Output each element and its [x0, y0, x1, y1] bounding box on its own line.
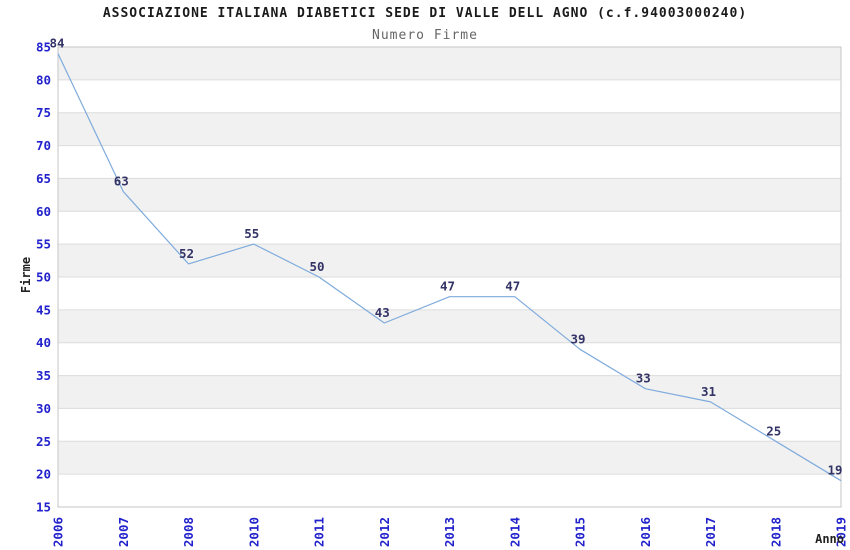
plot-band: [58, 112, 841, 146]
y-tick-label: 75: [36, 105, 51, 120]
y-tick-label: 60: [36, 204, 51, 219]
x-tick-label: 2011: [312, 517, 327, 547]
x-tick-label: 2017: [703, 517, 718, 547]
x-tick-label: 2010: [246, 517, 261, 547]
y-tick-label: 40: [36, 335, 51, 350]
data-point-label: 55: [244, 226, 259, 241]
y-tick-label: 20: [36, 467, 51, 482]
plot-band: [58, 211, 841, 245]
x-tick-label: 2014: [507, 517, 522, 547]
y-tick-label: 70: [36, 138, 51, 153]
x-tick-label: 2018: [768, 517, 783, 547]
y-tick-label: 65: [36, 171, 51, 186]
x-tick-label: 2013: [442, 517, 457, 547]
x-tick-label: 2016: [638, 517, 653, 547]
data-point-label: 47: [505, 279, 520, 294]
y-tick-label: 85: [36, 40, 51, 55]
data-point-label: 31: [701, 384, 716, 399]
x-tick-label: 2007: [116, 517, 131, 547]
x-tick-label: 2008: [181, 517, 196, 547]
data-point-label: 50: [309, 259, 324, 274]
data-point-label: 63: [114, 174, 129, 189]
data-point-label: 43: [375, 305, 390, 320]
x-tick-label: 2015: [573, 517, 588, 547]
plot-band: [58, 79, 841, 113]
y-tick-label: 30: [36, 401, 51, 416]
y-tick-label: 80: [36, 72, 51, 87]
chart-subtitle: Numero Firme: [372, 28, 478, 43]
data-point-label: 33: [636, 371, 651, 386]
plot-band: [58, 342, 841, 376]
plot-band: [58, 474, 841, 507]
y-tick-label: 55: [36, 237, 51, 252]
plot-band: [58, 277, 841, 310]
plot-band: [58, 441, 841, 475]
plot-band: [58, 309, 841, 343]
x-axis-title: Anno: [815, 532, 844, 546]
x-tick-label: 2019: [834, 517, 849, 547]
plot-band: [58, 375, 841, 409]
plot-band: [58, 244, 841, 277]
data-line: [57, 53, 842, 482]
plot-band: [58, 145, 841, 179]
data-point-label: 39: [570, 331, 585, 346]
plot-band: [58, 178, 841, 212]
y-tick-label: 35: [36, 368, 51, 383]
data-point-label: 52: [179, 246, 194, 261]
y-tick-label: 15: [36, 500, 51, 515]
data-point-label: 84: [49, 36, 64, 51]
y-tick-label: 50: [36, 270, 51, 285]
x-tick-label: 2012: [377, 517, 392, 547]
plot-border: [57, 46, 842, 508]
y-axis-title: Firme: [19, 256, 33, 294]
x-tick-label: 2006: [51, 517, 66, 547]
y-tick-label: 45: [36, 302, 51, 317]
plot-band: [58, 47, 841, 80]
data-point-label: 19: [827, 463, 842, 478]
data-point-label: 25: [766, 423, 781, 438]
plot-band: [58, 408, 841, 442]
chart-title: ASSOCIAZIONE ITALIANA DIABETICI SEDE DI …: [102, 6, 748, 21]
y-tick-label: 25: [36, 434, 51, 449]
data-point-label: 47: [440, 279, 455, 294]
